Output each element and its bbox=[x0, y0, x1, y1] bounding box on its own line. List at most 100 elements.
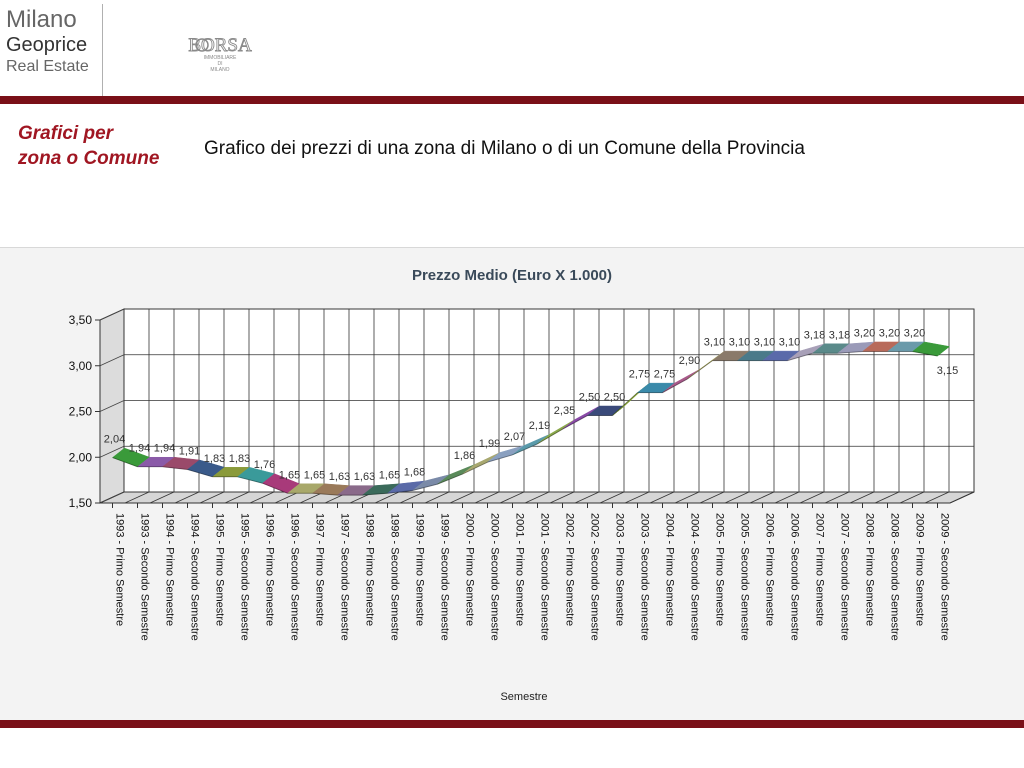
x-tick-label: 2009 - Primo Semestre bbox=[914, 513, 926, 626]
data-label: 3,10 bbox=[754, 337, 775, 349]
y-tick-label: 3,00 bbox=[69, 359, 93, 373]
data-label: 3,18 bbox=[829, 329, 850, 341]
floor-gridline bbox=[149, 491, 175, 504]
data-label: 1,86 bbox=[454, 450, 475, 462]
section-title-line2: zona o Comune bbox=[18, 148, 160, 169]
logo-tagline: Real Estate bbox=[6, 58, 89, 75]
side-gridline bbox=[99, 445, 125, 458]
x-tick-label: 2001 - Primo Semestre bbox=[514, 513, 526, 626]
ribbon-edge bbox=[462, 461, 488, 475]
borsa-line4: MILANO bbox=[210, 67, 229, 73]
data-label: 1,63 bbox=[329, 471, 350, 483]
floor-gridline bbox=[599, 491, 625, 504]
data-label: 1,65 bbox=[279, 469, 300, 481]
ribbon-edge bbox=[112, 457, 138, 468]
x-axis-ticks: 1993 - Primo Semestre 1993 - Secondo Seme… bbox=[100, 502, 951, 641]
x-tick-label: 2003 - Primo Semestre bbox=[614, 513, 626, 626]
data-label: 3,10 bbox=[729, 337, 750, 349]
x-tick-label: 2007 - Secondo Semestre bbox=[839, 513, 851, 641]
floor-gridline bbox=[174, 491, 200, 504]
ribbon-edge bbox=[837, 350, 863, 354]
x-tick-label: 1994 - Primo Semestre bbox=[164, 513, 176, 626]
data-label: 2,75 bbox=[654, 369, 675, 381]
logo-divider bbox=[102, 4, 103, 96]
data-label: 1,76 bbox=[254, 459, 275, 471]
x-tick-label: 1996 - Secondo Semestre bbox=[289, 513, 301, 641]
floor-gridline bbox=[449, 491, 475, 504]
x-tick-label: 2006 - Primo Semestre bbox=[764, 513, 776, 626]
ribbon-edge bbox=[687, 360, 713, 380]
data-label: 2,07 bbox=[504, 431, 525, 443]
x-tick-label: 1994 - Secondo Semestre bbox=[189, 513, 201, 641]
ribbon-edge bbox=[262, 482, 288, 494]
floor-gridline bbox=[674, 491, 700, 504]
borsa-immobiliare-logo: BORSA IMMOBILIARE DI MILANO bbox=[188, 35, 253, 73]
data-label: 3,18 bbox=[804, 329, 825, 341]
floor-gridline bbox=[574, 491, 600, 504]
data-label: 2,90 bbox=[679, 355, 700, 367]
ribbon-edge bbox=[487, 454, 513, 463]
geoprice-logo: Milano Geoprice Real Estate bbox=[6, 8, 106, 75]
floor-gridline bbox=[424, 491, 450, 504]
y-tick-label: 3,50 bbox=[69, 313, 93, 327]
data-label: 1,65 bbox=[379, 469, 400, 481]
ribbon-segment bbox=[912, 341, 950, 357]
x-tick-label: 2008 - Primo Semestre bbox=[864, 513, 876, 626]
data-label: 1,91 bbox=[179, 445, 200, 457]
ribbon-edge bbox=[612, 392, 638, 416]
y-axis-ticks: 1,50 2,00 2,50 3,00 3,50 bbox=[69, 313, 101, 510]
x-tick-label: 2002 - Secondo Semestre bbox=[589, 513, 601, 641]
ribbon-edge bbox=[362, 492, 388, 496]
data-label: 1,63 bbox=[354, 471, 375, 483]
data-label: 3,20 bbox=[879, 327, 900, 339]
floor-gridline bbox=[524, 491, 550, 504]
section-title: Grafici per zona o Comune bbox=[18, 121, 194, 171]
data-label: 1,83 bbox=[229, 453, 250, 465]
ribbon-edge bbox=[237, 476, 263, 484]
floor-gridline bbox=[474, 491, 500, 504]
logo-city: Milano bbox=[6, 6, 77, 33]
x-tick-label: 1997 - Secondo Semestre bbox=[339, 513, 351, 641]
floor-gridline bbox=[124, 491, 150, 504]
floor-gridline bbox=[649, 491, 675, 504]
x-tick-label: 2009 - Secondo Semestre bbox=[939, 513, 951, 641]
floor-gridline bbox=[774, 491, 800, 504]
x-tick-label: 2005 - Primo Semestre bbox=[714, 513, 726, 626]
borsa-line3: DI bbox=[218, 61, 223, 67]
price-chart: 1,50 2,00 2,50 3,00 3,50 2,04 1,94 1,94 1,91 1,8… bbox=[69, 267, 975, 703]
data-label: 2,04 bbox=[104, 434, 125, 446]
data-label: 1,65 bbox=[304, 469, 325, 481]
data-label: 3,20 bbox=[854, 327, 875, 339]
data-label: 2,50 bbox=[579, 392, 600, 404]
x-tick-label: 1998 - Secondo Semestre bbox=[389, 513, 401, 641]
floor-gridline bbox=[549, 491, 575, 504]
section-title-line1: Grafici per bbox=[18, 123, 114, 144]
ribbon-edge bbox=[537, 428, 563, 445]
x-tick-label: 1995 - Primo Semestre bbox=[214, 513, 226, 626]
data-label: 2,50 bbox=[604, 392, 625, 404]
side-gridline bbox=[99, 354, 125, 367]
x-tick-label: 2000 - Secondo Semestre bbox=[489, 513, 501, 641]
data-label: 1,94 bbox=[154, 443, 175, 455]
y-tick-label: 1,50 bbox=[69, 496, 93, 510]
ribbon-edge bbox=[437, 473, 463, 485]
x-tick-label: 2002 - Primo Semestre bbox=[564, 513, 576, 626]
x-axis-label: Semestre bbox=[500, 691, 547, 703]
x-tick-label: 1999 - Secondo Semestre bbox=[439, 513, 451, 641]
floor-gridline bbox=[749, 491, 775, 504]
x-tick-label: 1993 - Secondo Semestre bbox=[139, 513, 151, 641]
data-label: 2,35 bbox=[554, 405, 575, 417]
x-tick-label: 2004 - Primo Semestre bbox=[664, 513, 676, 626]
logo-brand: Geoprice bbox=[6, 34, 88, 56]
ribbon-edge bbox=[562, 415, 588, 430]
data-labels: 2,04 1,94 1,94 1,91 1,83 1,83 1,76 1,65 1,65 1,63… bbox=[104, 327, 958, 483]
x-tick-label: 2008 - Secondo Semestre bbox=[889, 513, 901, 641]
x-tick-label: 1999 - Primo Semestre bbox=[414, 513, 426, 626]
ribbon-edge bbox=[512, 443, 538, 456]
price-ribbon bbox=[112, 341, 950, 496]
side-gridline bbox=[99, 400, 125, 412]
data-label: 2,19 bbox=[529, 420, 550, 432]
floor-gridline bbox=[849, 491, 875, 504]
ribbon-edge bbox=[912, 350, 938, 357]
data-label: 1,99 bbox=[479, 438, 500, 450]
